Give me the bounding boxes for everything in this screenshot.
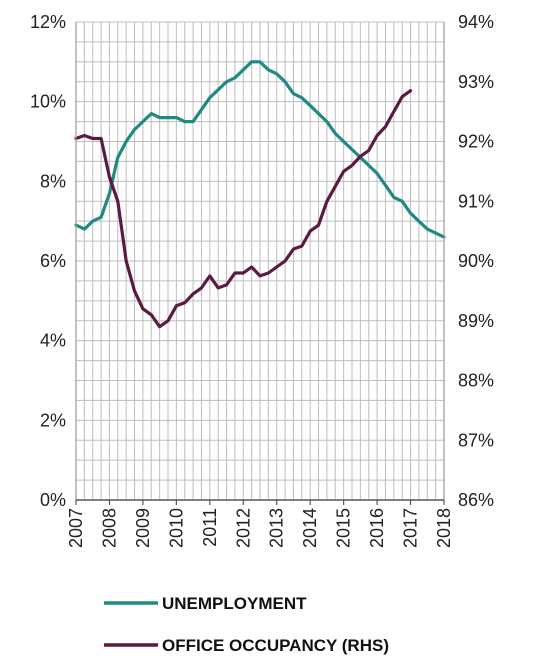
right-tick-label: 89% (458, 311, 494, 331)
right-tick-label: 88% (458, 371, 494, 391)
x-axis-ticks: 2007 2008 2009 2010 2011 2012 2013 2014 2015 2016… (66, 500, 454, 548)
right-axis-ticks: 86% 87% 88% 89% 90% 91% 92% 93% 94% (458, 12, 494, 510)
legend-label: UNEMPLOYMENT (162, 594, 307, 613)
left-axis-ticks: 0% 2% 4% 6% 8% 10% 12% (30, 12, 66, 510)
left-tick-label: 2% (40, 410, 66, 430)
x-tick-label: 2013 (267, 508, 287, 548)
x-tick-label: 2007 (66, 508, 86, 548)
x-tick-label: 2014 (300, 508, 320, 548)
left-tick-label: 10% (30, 92, 66, 112)
x-tick-label: 2016 (367, 508, 387, 548)
series-line-unemployment (74, 60, 446, 239)
x-tick-label: 2018 (434, 508, 454, 548)
left-tick-label: 12% (30, 12, 66, 32)
left-tick-label: 6% (40, 251, 66, 271)
x-tick-label: 2009 (133, 508, 153, 548)
series-lines (74, 60, 446, 329)
right-tick-label: 91% (458, 191, 494, 211)
series-line-office-occupancy (74, 89, 413, 329)
right-tick-label: 94% (458, 12, 494, 32)
x-tick-label: 2017 (401, 508, 421, 548)
left-tick-label: 0% (40, 490, 66, 510)
right-tick-label: 92% (458, 132, 494, 152)
x-tick-label: 2010 (166, 508, 186, 548)
right-tick-label: 93% (458, 72, 494, 92)
legend: UNEMPLOYMENT OFFICE OCCUPANCY (RHS) (104, 594, 389, 655)
left-tick-label: 4% (40, 331, 66, 351)
left-tick-label: 8% (40, 171, 66, 191)
grid (75, 21, 445, 501)
x-tick-label: 2012 (233, 508, 253, 548)
right-tick-label: 86% (458, 490, 494, 510)
right-tick-label: 87% (458, 430, 494, 450)
legend-label: OFFICE OCCUPANCY (RHS) (162, 636, 389, 655)
x-tick-label: 2011 (200, 508, 220, 547)
x-tick-label: 2008 (99, 508, 119, 548)
plot-frame (75, 22, 445, 501)
x-tick-label: 2015 (334, 508, 354, 548)
right-tick-label: 90% (458, 251, 494, 271)
